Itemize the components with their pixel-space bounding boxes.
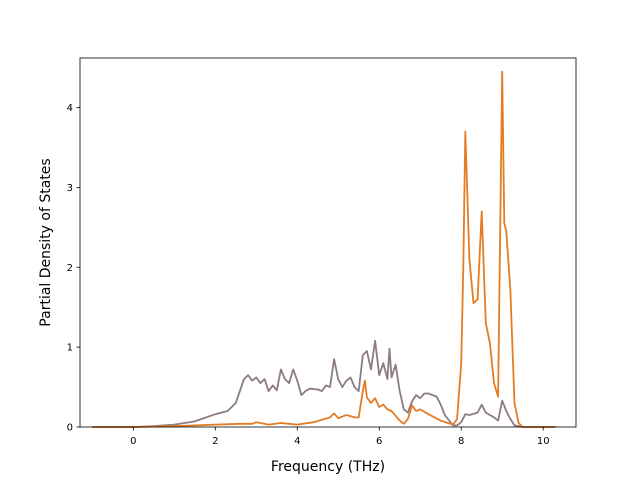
x-tick-label: 8 (458, 436, 464, 447)
series-layer (92, 70, 556, 428)
x-axis-label: Frequency (THz) (271, 459, 385, 475)
series-line-1 (92, 70, 556, 428)
y-tick-label: 3 (67, 183, 73, 194)
plot-frame (79, 57, 577, 428)
series-line-0 (92, 339, 556, 428)
y-tick-label: 2 (67, 263, 73, 274)
x-tick-label: 0 (130, 436, 136, 447)
y-tick-label: 1 (67, 343, 73, 354)
y-axis-label: Partial Density of States (38, 158, 54, 326)
y-axis-ticks: 0 1 2 3 4 (67, 103, 80, 434)
x-tick-label: 6 (376, 436, 382, 447)
x-tick-label: 2 (212, 436, 218, 447)
y-tick-label: 4 (67, 103, 73, 114)
x-axis-ticks: 0 2 4 6 8 10 (130, 427, 550, 447)
x-tick-label: 10 (537, 436, 550, 447)
x-tick-label: 4 (294, 436, 300, 447)
y-tick-label: 0 (67, 423, 73, 434)
